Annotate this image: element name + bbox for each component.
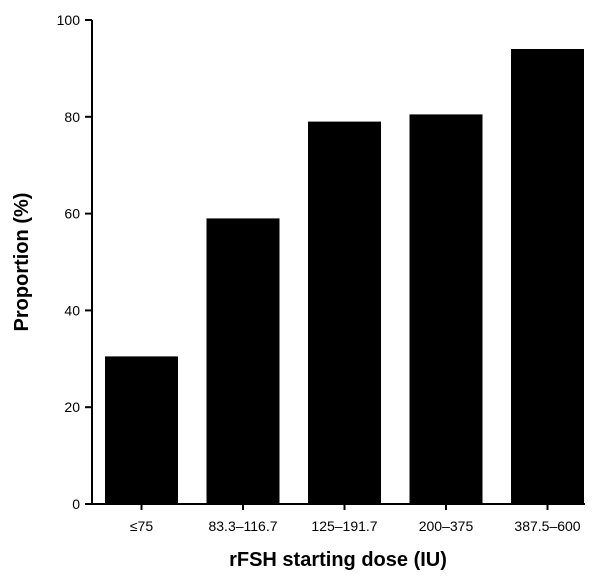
x-ticks-group: ≤75 83.3–116.7 125–191.7 200–375 387.5–600 <box>130 504 581 534</box>
y-ticks-group: 0 20 40 60 80 100 <box>57 12 92 512</box>
x-tick-label-1: 83.3–116.7 <box>208 518 277 534</box>
y-tick-label-2: 40 <box>64 302 80 318</box>
bar-1 <box>206 218 280 504</box>
y-tick-label-5: 100 <box>57 12 81 28</box>
x-tick-label-3: 200–375 <box>419 518 474 534</box>
bar-4 <box>511 49 584 504</box>
x-axis-title: rFSH starting dose (IU) <box>229 549 447 571</box>
y-tick-label-4: 80 <box>64 109 80 125</box>
y-tick-label-1: 20 <box>64 399 80 415</box>
y-axis-title: Proportion (%) <box>11 193 33 332</box>
axes-group <box>91 20 585 505</box>
x-tick-label-2: 125–191.7 <box>311 518 377 534</box>
y-tick-label-0: 0 <box>72 496 80 512</box>
bar-3 <box>409 114 483 505</box>
bar-2 <box>308 121 381 504</box>
x-tick-label-4: 387.5–600 <box>514 518 580 534</box>
bars-group <box>105 49 584 505</box>
x-tick-label-0: ≤75 <box>130 518 153 534</box>
bar-0 <box>105 356 178 504</box>
y-tick-label-3: 60 <box>64 206 80 222</box>
